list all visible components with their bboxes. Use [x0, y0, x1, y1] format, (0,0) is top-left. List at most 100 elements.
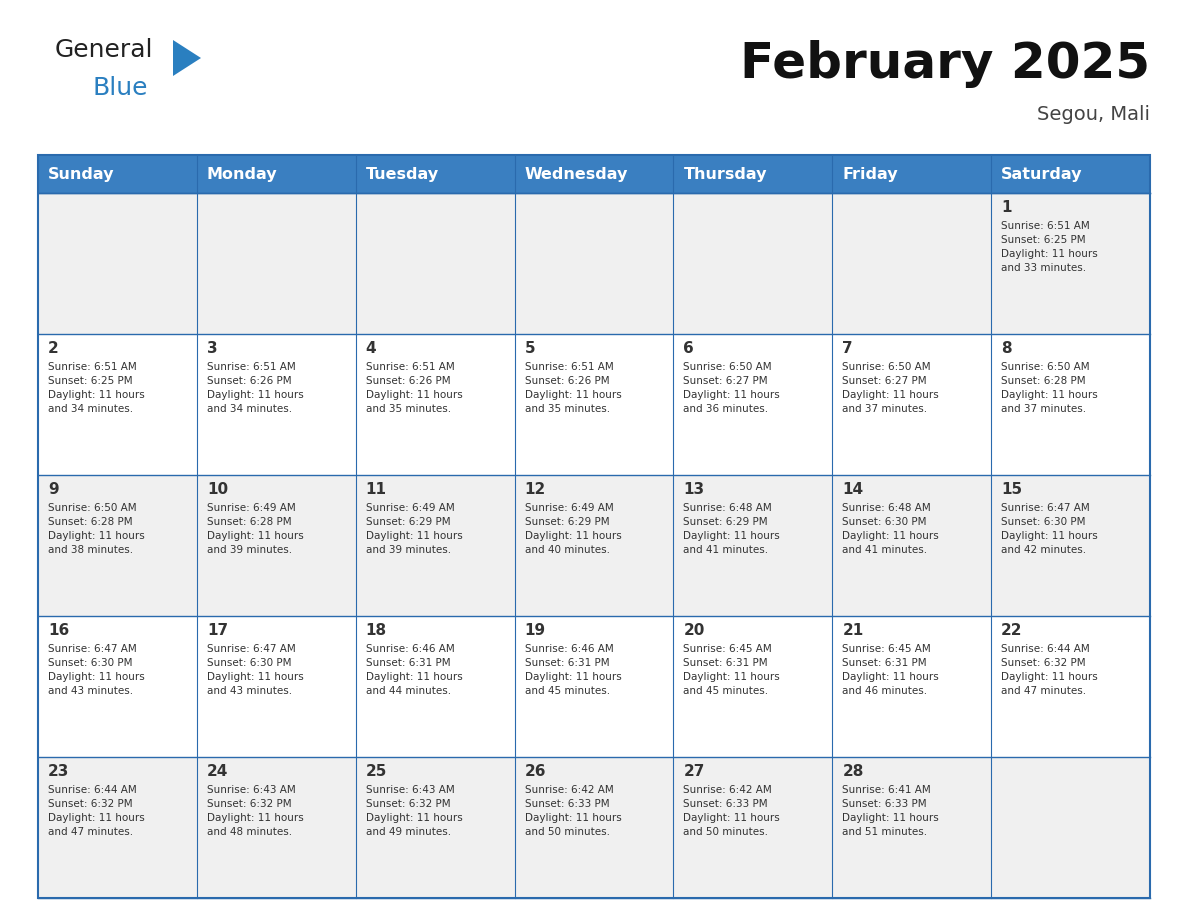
Text: 14: 14: [842, 482, 864, 497]
Bar: [38, 155, 1150, 898]
Bar: [355, 475, 514, 616]
Bar: [991, 155, 1150, 193]
Text: Sunrise: 6:47 AM
Sunset: 6:30 PM
Daylight: 11 hours
and 42 minutes.: Sunrise: 6:47 AM Sunset: 6:30 PM Dayligh…: [1001, 503, 1098, 555]
Text: Sunrise: 6:51 AM
Sunset: 6:25 PM
Daylight: 11 hours
and 33 minutes.: Sunrise: 6:51 AM Sunset: 6:25 PM Dayligh…: [1001, 221, 1098, 273]
Bar: [355, 155, 514, 193]
Text: 27: 27: [683, 764, 704, 779]
Text: Sunrise: 6:45 AM
Sunset: 6:31 PM
Daylight: 11 hours
and 45 minutes.: Sunrise: 6:45 AM Sunset: 6:31 PM Dayligh…: [683, 644, 781, 696]
Bar: [38, 193, 197, 334]
Text: Sunrise: 6:47 AM
Sunset: 6:30 PM
Daylight: 11 hours
and 43 minutes.: Sunrise: 6:47 AM Sunset: 6:30 PM Dayligh…: [207, 644, 304, 696]
Text: Sunrise: 6:44 AM
Sunset: 6:32 PM
Daylight: 11 hours
and 47 minutes.: Sunrise: 6:44 AM Sunset: 6:32 PM Dayligh…: [1001, 644, 1098, 696]
Text: Sunrise: 6:50 AM
Sunset: 6:27 PM
Daylight: 11 hours
and 37 minutes.: Sunrise: 6:50 AM Sunset: 6:27 PM Dayligh…: [842, 362, 939, 414]
Bar: [514, 616, 674, 757]
Text: 2: 2: [48, 341, 58, 356]
Text: Wednesday: Wednesday: [525, 166, 628, 182]
Text: Sunrise: 6:51 AM
Sunset: 6:26 PM
Daylight: 11 hours
and 35 minutes.: Sunrise: 6:51 AM Sunset: 6:26 PM Dayligh…: [525, 362, 621, 414]
Text: Sunrise: 6:44 AM
Sunset: 6:32 PM
Daylight: 11 hours
and 47 minutes.: Sunrise: 6:44 AM Sunset: 6:32 PM Dayligh…: [48, 785, 145, 837]
Bar: [674, 757, 833, 898]
Text: 5: 5: [525, 341, 536, 356]
Text: 24: 24: [207, 764, 228, 779]
Text: 4: 4: [366, 341, 377, 356]
Text: 23: 23: [48, 764, 69, 779]
Text: Sunrise: 6:51 AM
Sunset: 6:26 PM
Daylight: 11 hours
and 34 minutes.: Sunrise: 6:51 AM Sunset: 6:26 PM Dayligh…: [207, 362, 304, 414]
Bar: [674, 193, 833, 334]
Bar: [991, 616, 1150, 757]
Text: 1: 1: [1001, 200, 1012, 215]
Bar: [38, 475, 197, 616]
Text: 11: 11: [366, 482, 387, 497]
Text: Sunrise: 6:42 AM
Sunset: 6:33 PM
Daylight: 11 hours
and 50 minutes.: Sunrise: 6:42 AM Sunset: 6:33 PM Dayligh…: [525, 785, 621, 837]
Text: 25: 25: [366, 764, 387, 779]
Bar: [833, 475, 991, 616]
Bar: [833, 757, 991, 898]
Bar: [514, 475, 674, 616]
Text: 26: 26: [525, 764, 546, 779]
Bar: [833, 334, 991, 475]
Text: Sunrise: 6:50 AM
Sunset: 6:28 PM
Daylight: 11 hours
and 38 minutes.: Sunrise: 6:50 AM Sunset: 6:28 PM Dayligh…: [48, 503, 145, 555]
Text: Monday: Monday: [207, 166, 278, 182]
Text: 19: 19: [525, 623, 545, 638]
Text: Thursday: Thursday: [683, 166, 767, 182]
Text: Sunrise: 6:46 AM
Sunset: 6:31 PM
Daylight: 11 hours
and 45 minutes.: Sunrise: 6:46 AM Sunset: 6:31 PM Dayligh…: [525, 644, 621, 696]
Text: Sunrise: 6:49 AM
Sunset: 6:28 PM
Daylight: 11 hours
and 39 minutes.: Sunrise: 6:49 AM Sunset: 6:28 PM Dayligh…: [207, 503, 304, 555]
Bar: [197, 193, 355, 334]
Bar: [514, 757, 674, 898]
Text: Sunrise: 6:49 AM
Sunset: 6:29 PM
Daylight: 11 hours
and 39 minutes.: Sunrise: 6:49 AM Sunset: 6:29 PM Dayligh…: [366, 503, 462, 555]
Text: 13: 13: [683, 482, 704, 497]
Text: 17: 17: [207, 623, 228, 638]
Text: 7: 7: [842, 341, 853, 356]
Text: 6: 6: [683, 341, 694, 356]
Text: Sunrise: 6:51 AM
Sunset: 6:26 PM
Daylight: 11 hours
and 35 minutes.: Sunrise: 6:51 AM Sunset: 6:26 PM Dayligh…: [366, 362, 462, 414]
Polygon shape: [173, 40, 201, 76]
Bar: [514, 334, 674, 475]
Bar: [514, 155, 674, 193]
Bar: [355, 757, 514, 898]
Bar: [674, 616, 833, 757]
Text: Sunrise: 6:43 AM
Sunset: 6:32 PM
Daylight: 11 hours
and 48 minutes.: Sunrise: 6:43 AM Sunset: 6:32 PM Dayligh…: [207, 785, 304, 837]
Text: 15: 15: [1001, 482, 1022, 497]
Text: 12: 12: [525, 482, 545, 497]
Bar: [38, 334, 197, 475]
Bar: [38, 616, 197, 757]
Text: Sunrise: 6:49 AM
Sunset: 6:29 PM
Daylight: 11 hours
and 40 minutes.: Sunrise: 6:49 AM Sunset: 6:29 PM Dayligh…: [525, 503, 621, 555]
Bar: [674, 475, 833, 616]
Text: Sunrise: 6:47 AM
Sunset: 6:30 PM
Daylight: 11 hours
and 43 minutes.: Sunrise: 6:47 AM Sunset: 6:30 PM Dayligh…: [48, 644, 145, 696]
Text: Sunrise: 6:45 AM
Sunset: 6:31 PM
Daylight: 11 hours
and 46 minutes.: Sunrise: 6:45 AM Sunset: 6:31 PM Dayligh…: [842, 644, 939, 696]
Text: Sunrise: 6:50 AM
Sunset: 6:27 PM
Daylight: 11 hours
and 36 minutes.: Sunrise: 6:50 AM Sunset: 6:27 PM Dayligh…: [683, 362, 781, 414]
Text: Segou, Mali: Segou, Mali: [1037, 105, 1150, 124]
Text: Sunrise: 6:50 AM
Sunset: 6:28 PM
Daylight: 11 hours
and 37 minutes.: Sunrise: 6:50 AM Sunset: 6:28 PM Dayligh…: [1001, 362, 1098, 414]
Text: Sunrise: 6:51 AM
Sunset: 6:25 PM
Daylight: 11 hours
and 34 minutes.: Sunrise: 6:51 AM Sunset: 6:25 PM Dayligh…: [48, 362, 145, 414]
Bar: [991, 757, 1150, 898]
Bar: [991, 475, 1150, 616]
Text: 18: 18: [366, 623, 387, 638]
Text: Saturday: Saturday: [1001, 166, 1082, 182]
Text: 16: 16: [48, 623, 69, 638]
Bar: [38, 757, 197, 898]
Text: Sunrise: 6:41 AM
Sunset: 6:33 PM
Daylight: 11 hours
and 51 minutes.: Sunrise: 6:41 AM Sunset: 6:33 PM Dayligh…: [842, 785, 939, 837]
Bar: [514, 193, 674, 334]
Bar: [197, 155, 355, 193]
Bar: [197, 616, 355, 757]
Text: Sunrise: 6:48 AM
Sunset: 6:29 PM
Daylight: 11 hours
and 41 minutes.: Sunrise: 6:48 AM Sunset: 6:29 PM Dayligh…: [683, 503, 781, 555]
Bar: [355, 616, 514, 757]
Text: Sunrise: 6:46 AM
Sunset: 6:31 PM
Daylight: 11 hours
and 44 minutes.: Sunrise: 6:46 AM Sunset: 6:31 PM Dayligh…: [366, 644, 462, 696]
Bar: [674, 155, 833, 193]
Text: Sunrise: 6:43 AM
Sunset: 6:32 PM
Daylight: 11 hours
and 49 minutes.: Sunrise: 6:43 AM Sunset: 6:32 PM Dayligh…: [366, 785, 462, 837]
Bar: [833, 616, 991, 757]
Text: 28: 28: [842, 764, 864, 779]
Text: General: General: [55, 38, 153, 62]
Text: Tuesday: Tuesday: [366, 166, 438, 182]
Text: 9: 9: [48, 482, 58, 497]
Bar: [991, 334, 1150, 475]
Text: Sunday: Sunday: [48, 166, 114, 182]
Text: 21: 21: [842, 623, 864, 638]
Bar: [38, 155, 197, 193]
Bar: [991, 193, 1150, 334]
Text: 10: 10: [207, 482, 228, 497]
Bar: [355, 334, 514, 475]
Text: February 2025: February 2025: [740, 40, 1150, 88]
Text: Sunrise: 6:48 AM
Sunset: 6:30 PM
Daylight: 11 hours
and 41 minutes.: Sunrise: 6:48 AM Sunset: 6:30 PM Dayligh…: [842, 503, 939, 555]
Bar: [197, 475, 355, 616]
Bar: [197, 757, 355, 898]
Text: 8: 8: [1001, 341, 1012, 356]
